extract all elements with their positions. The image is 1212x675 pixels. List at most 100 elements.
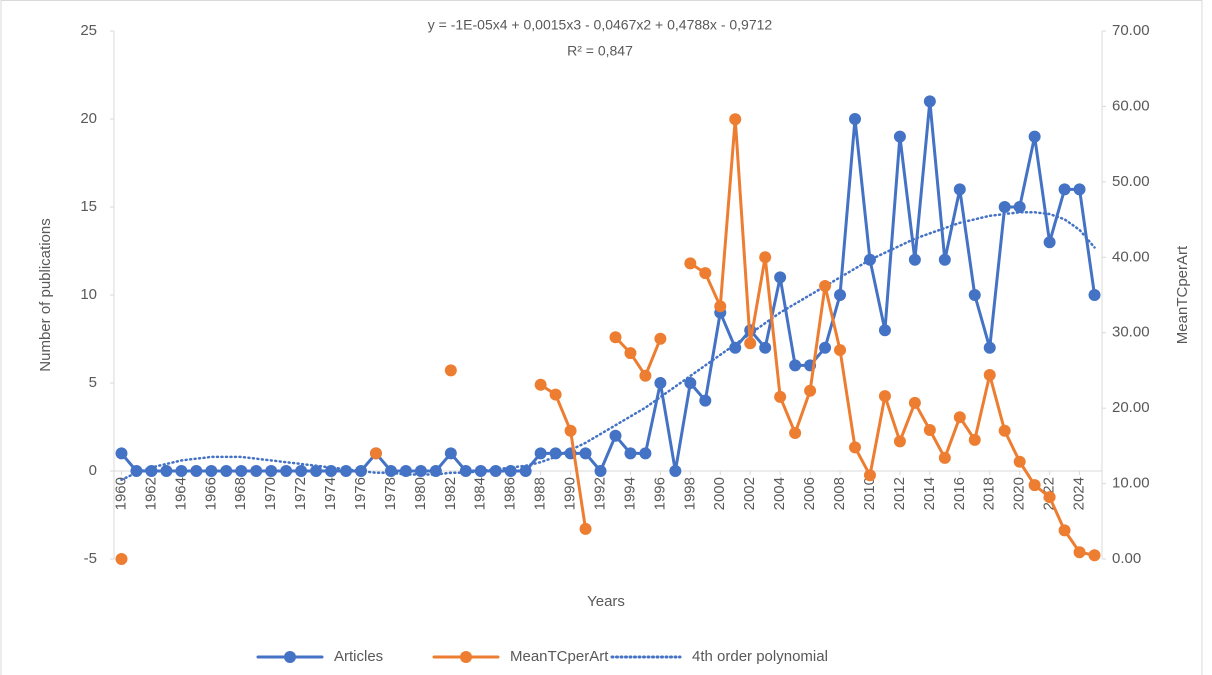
point <box>1013 455 1026 468</box>
point <box>1028 479 1041 492</box>
point <box>579 522 592 535</box>
x-tick-label: 1972 <box>292 477 309 510</box>
point <box>250 465 263 477</box>
point <box>1028 130 1041 143</box>
legend-label: MeanTCperArt <box>510 648 609 665</box>
x-tick-label: 2006 <box>801 477 818 510</box>
point <box>953 411 966 424</box>
point <box>355 465 367 477</box>
x-axis-label: Years <box>587 593 625 610</box>
point <box>399 465 412 477</box>
y2-tick-label: 10.00 <box>1112 475 1150 492</box>
series-line <box>539 383 588 531</box>
point <box>579 447 592 460</box>
point <box>789 359 802 372</box>
point <box>774 271 787 284</box>
point <box>849 113 861 125</box>
x-tick-label: 1994 <box>621 477 638 510</box>
y-tick-label: 20 <box>80 110 97 127</box>
x-tick-label: 1980 <box>412 477 429 510</box>
point <box>190 465 203 477</box>
point <box>804 384 817 397</box>
legend-marker <box>284 651 296 663</box>
point <box>834 289 847 301</box>
point <box>340 465 353 477</box>
point <box>459 465 472 477</box>
point <box>863 253 876 266</box>
trend-line <box>120 211 1096 482</box>
y-tick-label: -5 <box>84 550 97 567</box>
point <box>310 465 323 477</box>
point <box>265 465 278 477</box>
x-tick-label: 2004 <box>771 477 788 510</box>
x-tick-label: 2016 <box>951 477 968 510</box>
point <box>819 341 832 354</box>
point <box>639 369 652 382</box>
point <box>998 201 1011 213</box>
x-tick-label: 2014 <box>921 477 938 510</box>
x-tick-label: 1982 <box>442 477 459 510</box>
point <box>983 341 996 354</box>
x-tick-label: 1974 <box>322 477 339 510</box>
x-tick-label: 1996 <box>651 477 668 510</box>
point <box>1073 183 1086 196</box>
point <box>759 341 772 354</box>
point <box>968 289 981 301</box>
point <box>205 465 218 477</box>
point <box>983 368 996 381</box>
point <box>699 267 712 280</box>
point <box>699 394 712 407</box>
point <box>729 113 742 126</box>
point <box>564 424 577 437</box>
x-tick-label: 2002 <box>741 477 758 510</box>
point <box>684 257 697 270</box>
point <box>654 332 667 345</box>
point <box>669 465 682 477</box>
point <box>1043 491 1056 504</box>
point <box>998 424 1011 437</box>
x-tick-label: 1968 <box>232 477 249 510</box>
y-tick-label: 15 <box>80 198 97 215</box>
x-tick-label: 1976 <box>352 477 369 510</box>
point <box>729 341 742 354</box>
point <box>145 465 158 477</box>
point <box>878 324 891 337</box>
point <box>863 469 876 482</box>
point <box>908 396 921 409</box>
x-tick-label: 1960 <box>112 477 129 510</box>
point <box>384 465 397 477</box>
point <box>654 377 667 389</box>
x-tick-label: 2012 <box>891 477 908 510</box>
y2-tick-label: 20.00 <box>1112 399 1150 416</box>
point <box>1088 549 1101 562</box>
y-tick-label: 25 <box>80 22 97 39</box>
y-tick-label: 5 <box>89 374 97 391</box>
point <box>834 344 847 357</box>
point <box>549 447 562 460</box>
point <box>893 435 906 448</box>
point <box>953 183 966 196</box>
x-tick-label: 1970 <box>262 477 279 510</box>
y-tick-label: 10 <box>80 286 97 303</box>
point <box>624 347 637 360</box>
x-tick-label: 1962 <box>142 477 159 510</box>
point <box>908 253 921 266</box>
point <box>774 390 787 403</box>
point <box>115 553 128 565</box>
y2-tick-label: 50.00 <box>1112 173 1150 190</box>
point <box>474 465 487 477</box>
point <box>938 253 951 266</box>
point <box>130 465 143 477</box>
point <box>549 388 562 401</box>
x-tick-label: 2008 <box>831 477 848 510</box>
point <box>1013 201 1026 213</box>
x-tick-label: 2024 <box>1071 477 1088 510</box>
trend-r2: R² = 0,847 <box>567 43 633 59</box>
point <box>1073 546 1086 559</box>
x-tick-label: 1984 <box>472 477 489 510</box>
point <box>235 465 248 477</box>
point <box>968 433 981 446</box>
point <box>429 465 442 477</box>
